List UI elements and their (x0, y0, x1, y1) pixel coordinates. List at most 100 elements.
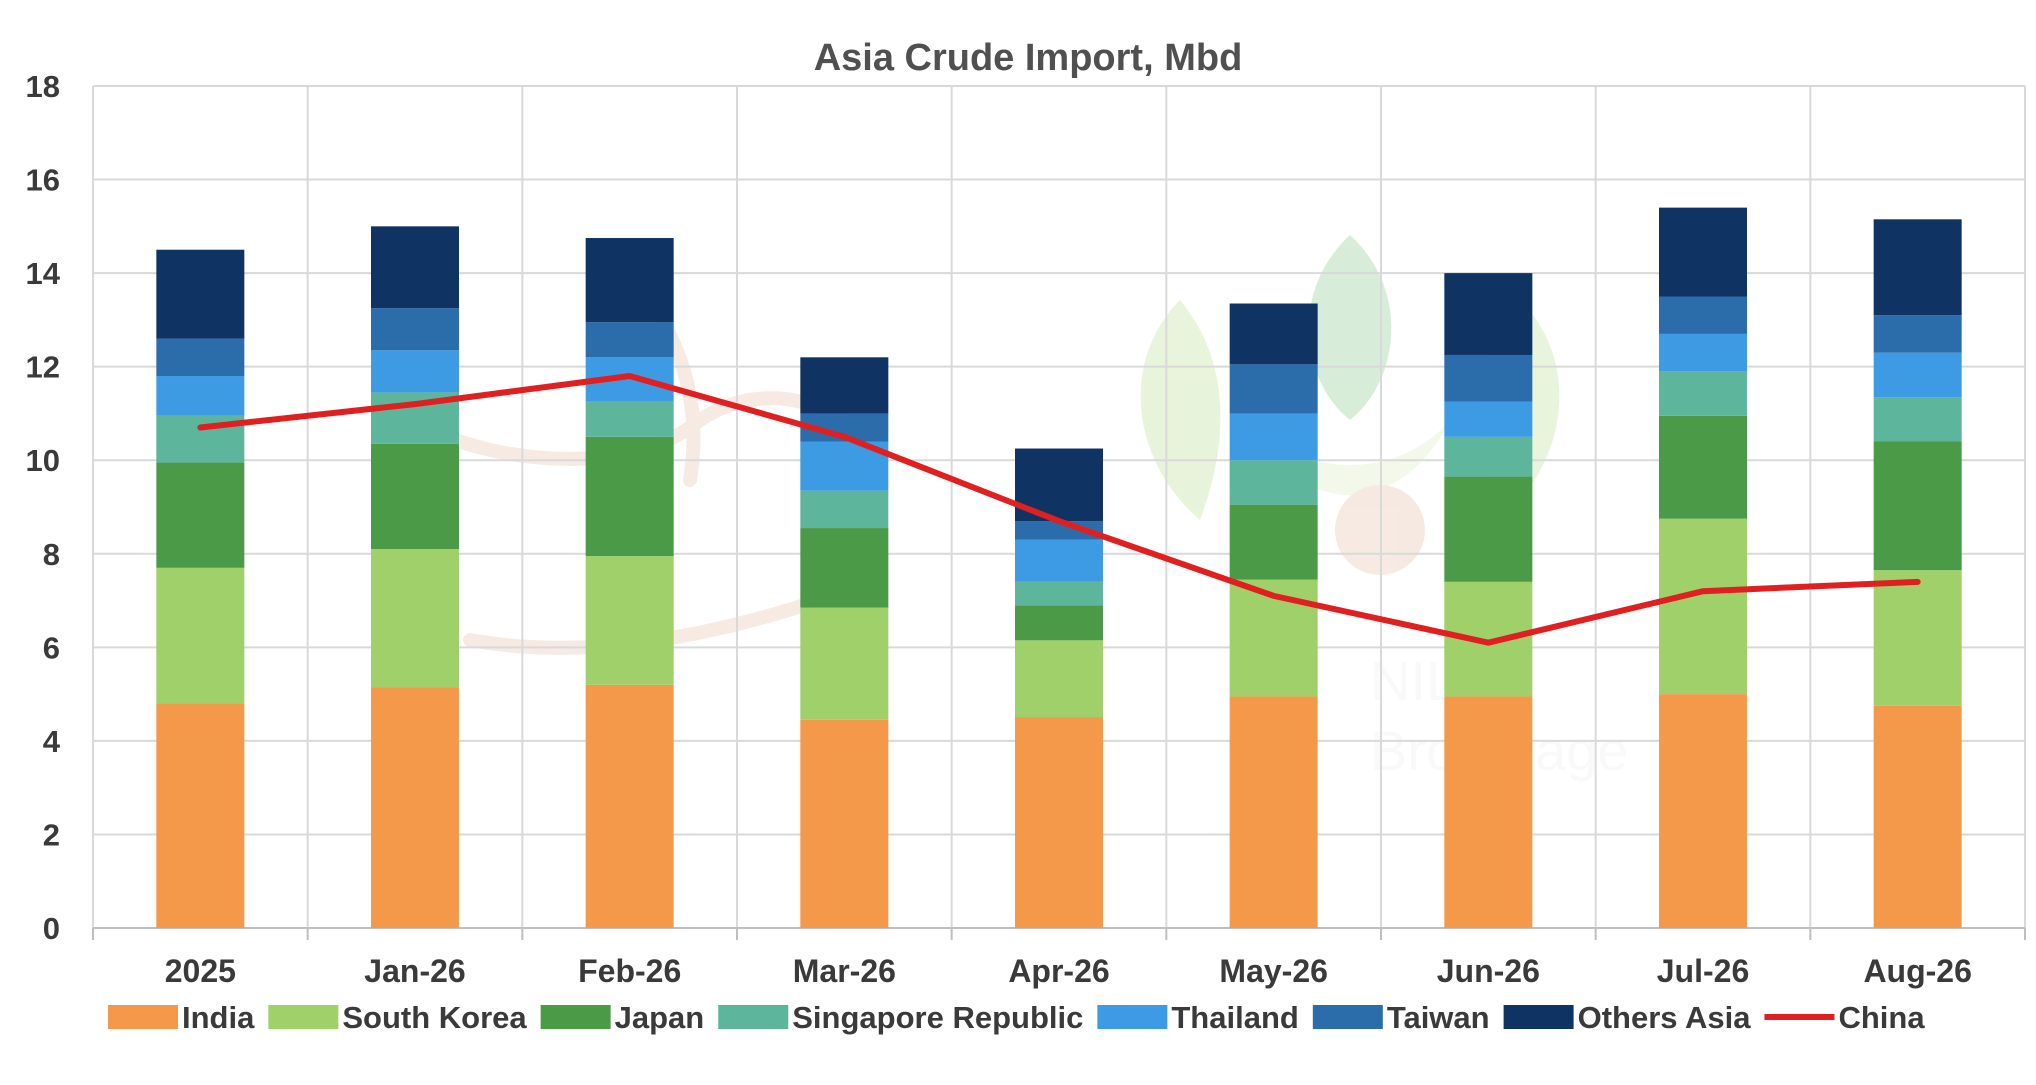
legend-item-india: India (108, 1000, 255, 1035)
bar-india-may-26 (1229, 696, 1318, 928)
bar-singapore-republic-jul-26 (1659, 371, 1747, 416)
bar-south-korea-jan-26 (371, 549, 459, 688)
bar-india-jan-26 (371, 687, 459, 928)
bar-others-asia-2025 (156, 249, 245, 339)
legend-swatch-india (108, 1005, 178, 1029)
x-axis: 2025 Jan-26 Feb-26 Mar-26 Apr-26 May-26 Jun-26… (165, 953, 1972, 989)
legend-label-china: China (1838, 1000, 1925, 1035)
bar-singapore-republic-jun-26 (1444, 436, 1533, 477)
legend-item-japan: Japan (540, 1000, 705, 1035)
legend-label-singapore-republic: Singapore Republic (792, 1000, 1083, 1035)
legend-item-taiwan: Taiwan (1312, 1000, 1490, 1035)
bar-singapore-republic-apr-26 (1015, 581, 1103, 606)
y-tick-label-6: 6 (43, 630, 60, 665)
x-tick-label-aug-26: Aug-26 (1863, 953, 1971, 989)
legend-label-thailand: Thailand (1171, 1000, 1298, 1035)
bar-south-korea-aug-26 (1873, 570, 1962, 706)
bar-taiwan-may-26 (1229, 364, 1318, 414)
china-line-layer (197, 373, 1921, 646)
bar-south-korea-jun-26 (1444, 581, 1533, 697)
legend-swatch-japan (540, 1005, 611, 1029)
bar-japan-2025 (156, 462, 245, 568)
bar-thailand-jul-26 (1659, 333, 1747, 372)
bar-others-asia-feb-26 (585, 238, 674, 323)
legend-item-singapore-republic: Singapore Republic (718, 1000, 1083, 1035)
y-axis: 0 2 4 6 8 10 12 14 16 18 (26, 69, 61, 946)
bar-japan-mar-26 (800, 528, 889, 608)
bar-india-jun-26 (1444, 696, 1533, 928)
x-tick-label-jul-26: Jul-26 (1657, 953, 1749, 989)
bar-japan-aug-26 (1873, 441, 1962, 571)
bar-thailand-jun-26 (1444, 401, 1533, 437)
x-tick-label-apr-26: Apr-26 (1008, 953, 1109, 989)
bar-south-korea-2025 (156, 567, 245, 704)
bar-india-2025 (156, 703, 245, 928)
watermark-leaf-left (1140, 300, 1221, 520)
bar-india-mar-26 (800, 719, 889, 928)
bar-taiwan-2025 (156, 338, 245, 377)
y-tick-label-2: 2 (43, 817, 60, 852)
y-tick-label-14: 14 (26, 256, 61, 291)
bar-thailand-2025 (156, 376, 245, 416)
bar-thailand-may-26 (1229, 413, 1318, 461)
y-tick-label-16: 16 (26, 163, 60, 198)
bar-japan-feb-26 (585, 436, 674, 557)
legend-swatch-singapore-republic (718, 1005, 789, 1029)
bar-thailand-apr-26 (1015, 539, 1103, 582)
y-tick-label-0: 0 (43, 911, 60, 946)
y-tick-label-8: 8 (43, 537, 60, 572)
bar-singapore-republic-feb-26 (585, 401, 674, 437)
bar-taiwan-jan-26 (371, 308, 459, 351)
bar-others-asia-aug-26 (1873, 219, 1962, 316)
legend-label-india: India (182, 1000, 255, 1035)
legend-swatch-thailand (1097, 1005, 1168, 1029)
bar-others-asia-jul-26 (1659, 207, 1747, 297)
bar-south-korea-feb-26 (585, 556, 674, 685)
bar-others-asia-mar-26 (800, 357, 889, 414)
bar-taiwan-feb-26 (585, 322, 674, 358)
y-tick-label-12: 12 (26, 350, 60, 385)
x-tick-label-jun-26: Jun-26 (1437, 953, 1540, 989)
bar-singapore-republic-may-26 (1229, 460, 1318, 505)
legend-item-thailand: Thailand (1097, 1000, 1299, 1035)
bar-japan-jun-26 (1444, 476, 1533, 582)
bar-others-asia-jun-26 (1444, 273, 1533, 355)
bar-japan-jul-26 (1659, 415, 1747, 519)
bar-india-feb-26 (585, 684, 674, 928)
x-tick-label-jan-26: Jan-26 (364, 953, 465, 989)
bar-japan-apr-26 (1015, 605, 1103, 641)
bar-south-korea-may-26 (1229, 579, 1318, 697)
line-china (197, 373, 1921, 646)
legend-swatch-taiwan (1312, 1005, 1383, 1029)
legend-label-taiwan: Taiwan (1387, 1000, 1490, 1035)
bar-singapore-republic-mar-26 (800, 490, 889, 529)
legend-label-south-korea: South Korea (342, 1000, 527, 1035)
bar-taiwan-aug-26 (1873, 315, 1962, 353)
x-tick-label-may-26: May-26 (1219, 953, 1328, 989)
watermark-leaf-top (1308, 235, 1392, 420)
watermark-text-line1: NIL (1370, 649, 1457, 712)
bar-singapore-republic-aug-26 (1873, 397, 1962, 442)
legend: India South Korea Japan Singapore Republic T… (108, 1000, 1925, 1035)
bar-japan-jan-26 (371, 443, 459, 550)
bar-south-korea-jul-26 (1659, 518, 1747, 695)
y-tick-label-10: 10 (26, 443, 60, 478)
legend-swatch-south-korea (268, 1005, 339, 1029)
x-tick-label-2025: 2025 (165, 953, 236, 989)
bar-thailand-aug-26 (1873, 352, 1962, 398)
y-tick-label-18: 18 (26, 69, 60, 104)
bar-south-korea-mar-26 (800, 607, 889, 720)
bar-india-jul-26 (1659, 694, 1747, 928)
chart-title: Asia Crude Import, Mbd (814, 37, 1243, 79)
bar-taiwan-jul-26 (1659, 296, 1747, 334)
y-tick-label-4: 4 (43, 724, 61, 759)
legend-label-japan: Japan (615, 1000, 705, 1035)
legend-label-others-asia: Others Asia (1578, 1000, 1752, 1035)
bar-japan-may-26 (1229, 504, 1318, 580)
x-tick-label-mar-26: Mar-26 (793, 953, 896, 989)
x-tick-label-feb-26: Feb-26 (578, 953, 681, 989)
legend-swatch-others-asia (1503, 1005, 1574, 1029)
legend-item-south-korea: South Korea (268, 1000, 527, 1035)
